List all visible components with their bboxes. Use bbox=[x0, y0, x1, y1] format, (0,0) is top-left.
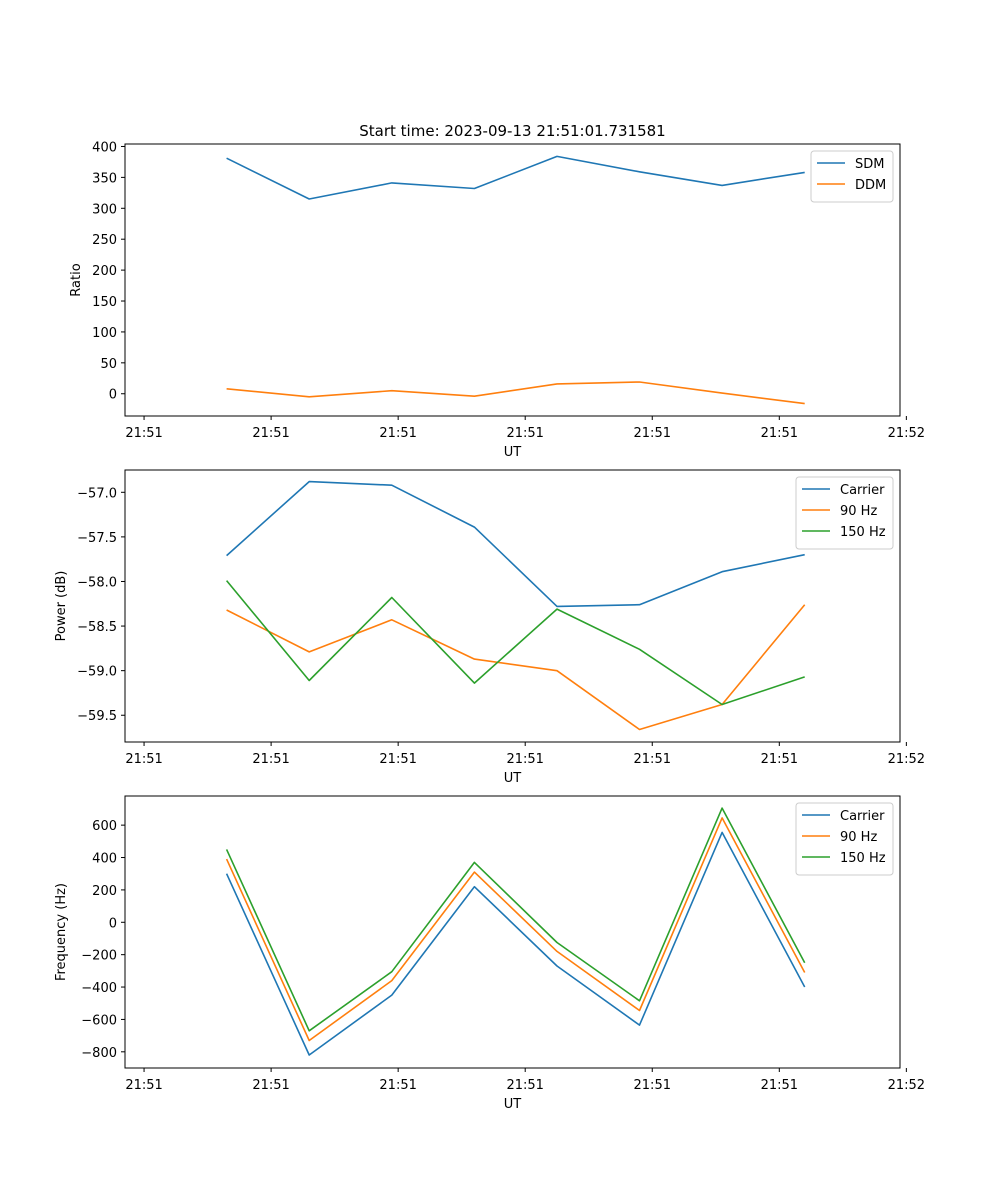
series-line-90-hz bbox=[225, 817, 806, 1042]
x-tick-label: 21:51 bbox=[125, 752, 162, 767]
y-axis-label: Frequency (Hz) bbox=[54, 883, 69, 981]
x-tick-label: 21:51 bbox=[125, 1078, 162, 1093]
legend-label: 90 Hz bbox=[840, 830, 877, 845]
series-line-90-hz bbox=[226, 604, 806, 731]
legend: SDM DDM bbox=[810, 150, 894, 203]
y-tick-label: 300 bbox=[92, 202, 117, 217]
x-tick-label: 21:51 bbox=[379, 752, 416, 767]
x-tick-label: 21:51 bbox=[761, 426, 798, 441]
chart-title: Start time: 2023-09-13 21:51:01.731581 bbox=[359, 122, 665, 140]
x-tick-label: 21:51 bbox=[506, 752, 543, 767]
axes-frame bbox=[124, 469, 901, 743]
y-tick-label: 200 bbox=[92, 264, 117, 279]
series-line-150-hz bbox=[225, 580, 805, 706]
y-axis-label: Power (dB) bbox=[54, 571, 69, 642]
x-tick-label: 21:51 bbox=[252, 752, 289, 767]
x-tick-label: 21:51 bbox=[506, 426, 543, 441]
legend-label: SDM bbox=[855, 157, 884, 172]
series-line-sdm bbox=[226, 155, 805, 200]
x-tick-label: 21:51 bbox=[634, 1078, 671, 1093]
legend: Carrier 90 Hz 150 Hz bbox=[795, 802, 894, 876]
y-tick-label: 250 bbox=[92, 233, 117, 248]
x-tick-label: 21:51 bbox=[252, 426, 289, 441]
x-axis-label: UT bbox=[504, 445, 522, 460]
axes-frame bbox=[124, 795, 901, 1069]
y-tick-label: −800 bbox=[81, 1046, 117, 1061]
x-tick-label: 21:51 bbox=[379, 1078, 416, 1093]
y-tick-label: −59.5 bbox=[77, 709, 117, 724]
y-tick-label: −59.0 bbox=[77, 665, 117, 680]
y-tick-label: 350 bbox=[92, 171, 117, 186]
y-tick-label: −57.0 bbox=[77, 486, 117, 501]
y-tick-label: 0 bbox=[109, 916, 117, 931]
x-tick-label: 21:51 bbox=[379, 426, 416, 441]
y-tick-label: 50 bbox=[100, 357, 117, 372]
legend-label: Carrier bbox=[840, 809, 885, 824]
legend-label: 90 Hz bbox=[840, 504, 877, 519]
y-tick-label: 200 bbox=[92, 884, 117, 899]
y-tick-label: 150 bbox=[92, 295, 117, 310]
y-tick-label: 400 bbox=[92, 852, 117, 867]
y-tick-label: 600 bbox=[92, 819, 117, 834]
y-axis-label: Ratio bbox=[69, 263, 84, 296]
axes-frame bbox=[124, 143, 901, 417]
y-tick-label: −600 bbox=[81, 1013, 117, 1028]
x-tick-label: 21:52 bbox=[888, 426, 925, 441]
x-tick-label: 21:51 bbox=[252, 1078, 289, 1093]
y-tick-label: −57.5 bbox=[77, 531, 117, 546]
chart-panel-3: 21:51 21:51 21:51 21:51 21:51 21:51 21:52 −800 −… bbox=[54, 795, 925, 1112]
legend-label: DDM bbox=[855, 178, 886, 193]
series-line-150-hz bbox=[225, 807, 806, 1032]
series-line-carrier bbox=[226, 480, 805, 608]
y-tick-label: 0 bbox=[109, 388, 117, 403]
legend-label: 150 Hz bbox=[840, 851, 886, 866]
series-line-ddm bbox=[226, 381, 805, 405]
legend: Carrier 90 Hz 150 Hz bbox=[795, 476, 894, 550]
chart-panel-2: 21:51 21:51 21:51 21:51 21:51 21:51 21:52 −59.5… bbox=[54, 469, 925, 786]
y-tick-label: 100 bbox=[92, 326, 117, 341]
x-tick-label: 21:51 bbox=[761, 1078, 798, 1093]
x-tick-label: 21:51 bbox=[634, 752, 671, 767]
x-tick-label: 21:51 bbox=[506, 1078, 543, 1093]
x-tick-label: 21:51 bbox=[634, 426, 671, 441]
y-tick-label: −58.0 bbox=[77, 575, 117, 590]
y-tick-label: −58.5 bbox=[77, 620, 117, 635]
chart-panel-1: Start time: 2023-09-13 21:51:01.731581 21… bbox=[69, 122, 925, 460]
x-tick-label: 21:51 bbox=[761, 752, 798, 767]
x-axis-label: UT bbox=[504, 771, 522, 786]
x-tick-label: 21:52 bbox=[888, 1078, 925, 1093]
x-tick-label: 21:52 bbox=[888, 752, 925, 767]
y-tick-label: −400 bbox=[81, 981, 117, 996]
series-line-carrier bbox=[225, 831, 806, 1056]
x-tick-label: 21:51 bbox=[125, 426, 162, 441]
legend-label: Carrier bbox=[840, 483, 885, 498]
y-tick-label: 400 bbox=[92, 140, 117, 155]
legend-label: 150 Hz bbox=[840, 525, 886, 540]
y-tick-label: −200 bbox=[81, 949, 117, 964]
x-axis-label: UT bbox=[504, 1097, 522, 1112]
